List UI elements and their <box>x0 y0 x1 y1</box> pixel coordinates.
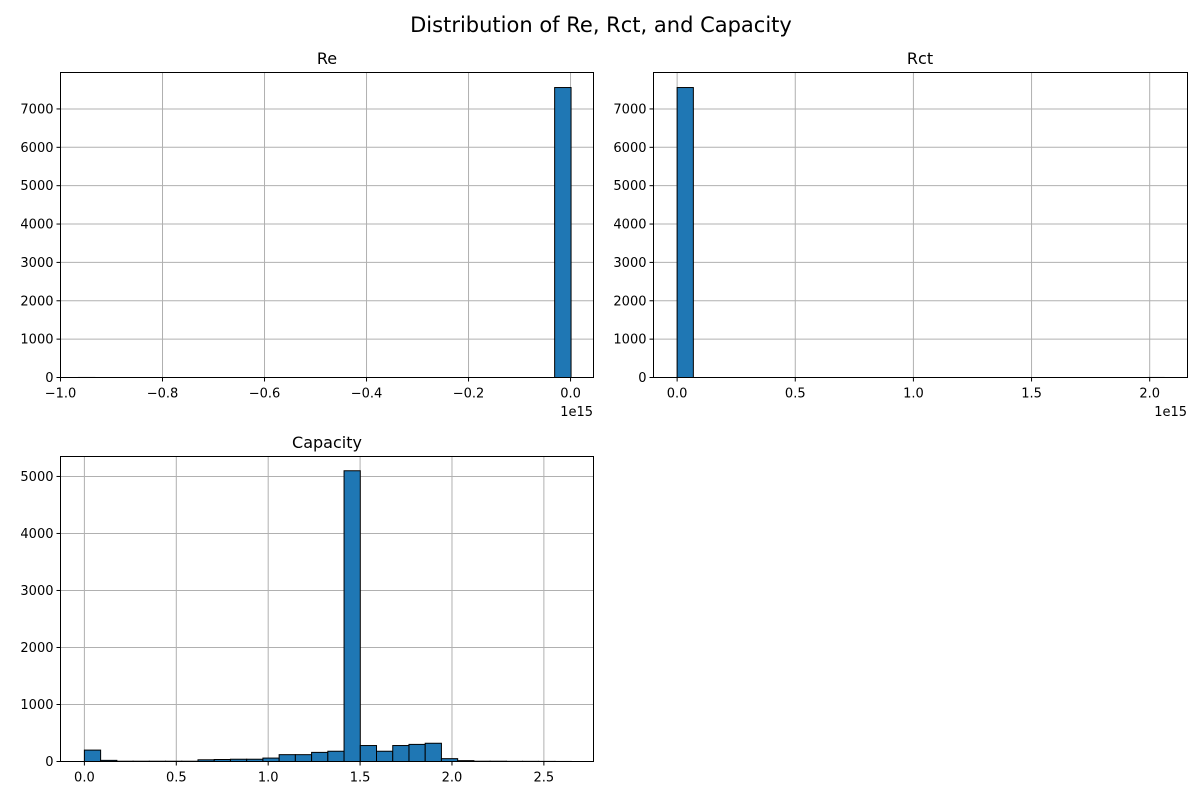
x-tick-label-re: 0.0 <box>560 387 581 402</box>
histogram-bar-rct <box>676 87 694 378</box>
y-tick-label-rct: 6000 <box>613 141 646 156</box>
y-tick-label-rct: 7000 <box>613 102 646 117</box>
x-tick-label-re: −0.2 <box>453 387 485 402</box>
y-tick-label-rct: 0 <box>638 371 646 386</box>
y-tick-label-re: 0 <box>45 371 53 386</box>
x-tick-label-capacity: 2.0 <box>442 771 463 786</box>
subplot-re: −1.0 −0.8 −0.6 −0.4 −0.2 0.0 0 1000 2000 3000 4000… <box>20 49 594 420</box>
histogram-bar-capacity <box>311 751 329 762</box>
y-tick-label-capacity: 0 <box>45 755 53 770</box>
x-tick-label-capacity: 1.5 <box>350 771 371 786</box>
subplot-rct: 0.0 0.5 1.0 1.5 2.0 0 1000 2000 3000 4000 5000 6000… <box>613 49 1188 420</box>
axes-frame-capacity <box>60 456 594 762</box>
x-tick-label-re: −0.8 <box>147 387 179 402</box>
x-tick-label-rct: 0.5 <box>785 387 806 402</box>
x-tick-label-capacity: 1.0 <box>258 771 279 786</box>
x-tick-label-rct: 0.0 <box>667 387 688 402</box>
y-tick-label-rct: 3000 <box>613 256 646 271</box>
histogram-bar-capacity <box>343 470 361 762</box>
x-tick-label-rct: 2.0 <box>1139 387 1160 402</box>
y-tick-label-capacity: 3000 <box>20 584 53 599</box>
x-tick-label-re: −1.0 <box>45 387 77 402</box>
y-tick-label-rct: 2000 <box>613 294 646 309</box>
y-tick-label-rct: 5000 <box>613 179 646 194</box>
x-offset-label-re: 1e15 <box>560 405 593 420</box>
y-tick-label-re: 1000 <box>20 333 53 348</box>
y-tick-label-capacity: 1000 <box>20 698 53 713</box>
axes-frame-rct <box>653 72 1188 378</box>
x-tick-label-capacity: 0.0 <box>74 771 95 786</box>
subplot-title-rct: Rct <box>907 49 933 68</box>
histogram-bar-capacity <box>327 750 345 763</box>
histogram-bar-capacity <box>262 757 280 763</box>
y-tick-label-re: 2000 <box>20 294 53 309</box>
histogram-bar-capacity <box>359 745 378 762</box>
y-tick-label-re: 3000 <box>20 256 53 271</box>
histogram-bar-capacity <box>376 750 394 763</box>
y-tick-label-capacity: 2000 <box>20 641 53 656</box>
x-tick-label-rct: 1.0 <box>903 387 924 402</box>
histogram-bar-capacity <box>392 745 410 762</box>
x-tick-label-re: −0.6 <box>249 387 281 402</box>
x-tick-label-rct: 1.5 <box>1021 387 1042 402</box>
axes-frame-re <box>60 72 594 378</box>
histogram-bar-re <box>554 87 572 378</box>
x-tick-label-capacity: 0.5 <box>166 771 187 786</box>
x-tick-label-re: −0.4 <box>351 387 383 402</box>
y-tick-label-re: 7000 <box>20 102 53 117</box>
histogram-bar-capacity <box>424 742 442 763</box>
y-tick-label-rct: 4000 <box>613 218 646 233</box>
histogram-bar-capacity <box>408 743 426 763</box>
y-tick-label-re: 5000 <box>20 179 53 194</box>
y-tick-label-capacity: 4000 <box>20 527 53 542</box>
subplot-title-capacity: Capacity <box>292 433 362 452</box>
subplot-title-re: Re <box>317 49 337 68</box>
y-tick-label-re: 4000 <box>20 218 53 233</box>
histogram-bar-capacity <box>278 754 296 762</box>
y-tick-label-rct: 1000 <box>613 333 646 348</box>
y-tick-label-capacity: 5000 <box>20 470 53 485</box>
x-tick-label-capacity: 2.5 <box>534 771 555 786</box>
x-offset-label-rct: 1e15 <box>1154 405 1187 420</box>
figure-title: Distribution of Re, Rct, and Capacity <box>410 13 792 37</box>
histogram-bar-capacity <box>294 754 313 762</box>
y-tick-label-re: 6000 <box>20 141 53 156</box>
histogram-bar-capacity <box>83 749 102 763</box>
subplot-capacity: 0.0 0.5 1.0 1.5 2.0 2.5010002000300040005000 … <box>20 433 594 786</box>
